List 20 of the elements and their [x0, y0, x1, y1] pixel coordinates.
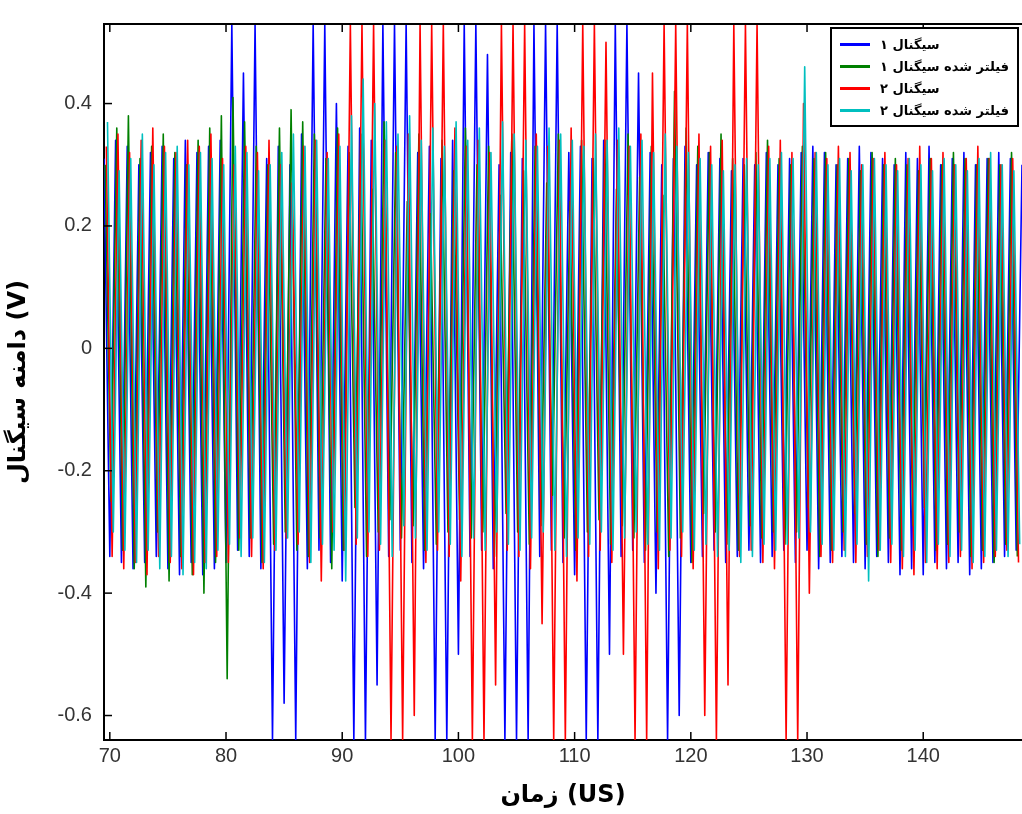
x-tick-label: 70	[98, 743, 121, 766]
y-tick-label: 0.4	[64, 91, 92, 114]
legend-label: فیلتر شده سیگنال ۲	[880, 102, 1010, 118]
legend-label: فیلتر شده سیگنال ۱	[880, 58, 1010, 74]
y-tick-label: 0.2	[64, 213, 92, 236]
x-tick-label: 120	[674, 743, 708, 766]
x-tick-label: 140	[906, 743, 940, 766]
y-tick-label: -0.2	[57, 458, 92, 481]
x-tick-label: 130	[790, 743, 824, 766]
y-tick-label: 0	[80, 335, 92, 358]
y-tick-label: -0.4	[57, 580, 92, 603]
legend-label: سیگنال ۲	[880, 80, 940, 96]
x-tick-label: 90	[331, 743, 354, 766]
y-tick-label: -0.6	[57, 703, 92, 726]
x-axis-title: زمان (US)	[500, 779, 626, 808]
legend-label: سیگنال ۱	[880, 36, 940, 52]
x-tick-label: 100	[441, 743, 476, 766]
x-tick-label: 110	[558, 743, 591, 766]
y-axis-title: دامنه سیگنال (V)	[2, 280, 31, 484]
x-tick-label: 80	[214, 743, 238, 766]
